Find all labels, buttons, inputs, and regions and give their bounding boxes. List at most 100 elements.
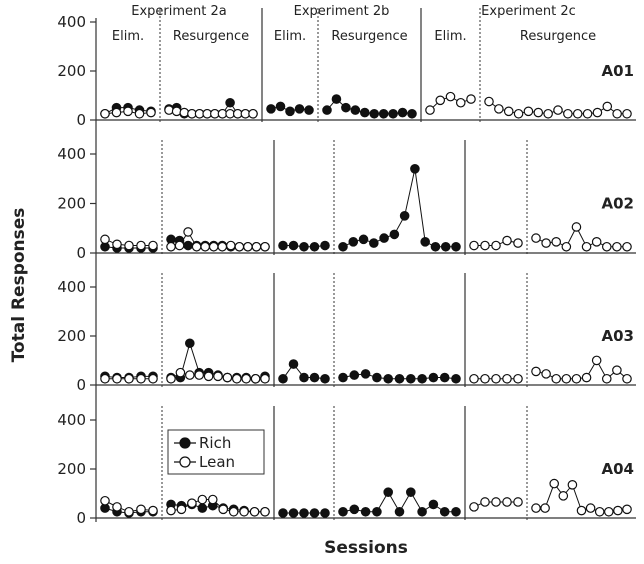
y-tick-label: 200 [57,327,86,345]
data-point-lean [601,373,612,384]
data-point-lean [260,241,270,252]
data-point-lean [469,373,479,384]
data-point-lean [100,234,110,245]
data-point-rich [341,102,351,113]
data-point-lean [166,505,176,516]
y-tick-label: 200 [57,62,86,80]
data-point-lean [531,503,541,513]
experiment-label: Experiment 2a [131,4,226,19]
subject-label: A03 [602,327,634,345]
data-point-lean [111,107,122,118]
data-point-lean [179,107,190,118]
data-point-rich [410,164,420,174]
data-point-lean [622,504,632,515]
data-point-lean [581,241,592,252]
legend-marker-rich [179,437,191,449]
data-point-lean [100,495,110,506]
data-point-rich [439,372,450,383]
data-point-rich [383,487,393,497]
data-point-lean [561,373,572,384]
data-point-lean [491,497,501,507]
data-point-lean [218,504,229,515]
data-point-rich [350,105,361,115]
data-point-lean [543,108,553,119]
data-point-lean [185,370,195,380]
data-point-lean [503,106,514,117]
data-point-rich [288,240,299,251]
data-point-rich [320,508,330,518]
data-point-lean [166,373,176,384]
data-point-lean [228,506,239,517]
data-point-rich [372,372,382,383]
data-point-lean [241,373,251,384]
data-point-lean [100,373,110,384]
series-line-lean [170,499,265,513]
data-point-lean [563,108,573,119]
data-point-lean [248,108,258,119]
data-point-rich [440,241,451,252]
data-point-lean [622,373,632,384]
data-point-lean [513,108,524,119]
data-point-rich [278,240,288,251]
data-point-lean [164,105,174,115]
data-point-lean [134,108,145,119]
data-point-lean [551,373,562,384]
data-point-lean [260,506,270,517]
data-point-lean [203,371,214,382]
data-point-rich [451,506,461,517]
data-point-lean [558,491,569,501]
data-point-lean [571,222,582,232]
data-point-rich [288,359,299,369]
data-point-lean [148,240,158,251]
data-point-rich [417,506,427,517]
data-point-rich [338,372,348,383]
data-point-lean [592,107,603,118]
data-point-lean [123,106,133,117]
data-point-rich [299,241,309,252]
data-point-rich [383,373,393,384]
y-axis-title: Total Responses [9,208,29,363]
series-layer [100,91,632,518]
data-point-lean [232,373,242,384]
data-point-rich [372,506,382,517]
data-point-lean [612,365,622,375]
data-point-lean [222,372,233,383]
axes-layer [90,8,636,522]
data-point-lean [187,498,197,508]
legend-label-lean: Lean [199,453,235,471]
data-point-lean [576,505,587,516]
data-point-lean [260,373,270,384]
data-point-lean [112,239,122,250]
data-point-lean [601,241,612,252]
subject-label: A04 [602,460,634,478]
data-point-rich [417,373,427,384]
data-point-lean [612,108,622,119]
data-point-lean [622,241,632,252]
data-point-lean [213,371,223,382]
data-point-lean [197,494,208,505]
data-point-lean [194,370,204,380]
data-point-lean [561,241,572,252]
data-point-lean [234,241,245,252]
y-tick-label: 400 [57,145,86,163]
data-point-rich [389,229,400,240]
data-point-rich [397,107,408,118]
y-tick-label: 0 [76,244,86,262]
data-point-rich [394,506,405,517]
y-tick-label: 0 [76,509,86,527]
data-point-rich [358,234,369,245]
series-line-lean [535,359,628,380]
data-point-lean [112,373,122,384]
data-point-lean [531,366,541,377]
data-point-lean [469,502,479,512]
data-point-rich [185,338,195,349]
y-tick-label: 400 [57,13,86,31]
data-point-rich [331,94,342,104]
data-point-lean [494,104,504,114]
phase-label-resurgence: Resurgence [331,29,407,44]
data-point-rich [405,373,416,384]
data-point-lean [491,240,501,251]
data-point-lean [171,106,182,117]
series-line-rich [170,503,265,513]
data-point-rich [399,211,410,221]
